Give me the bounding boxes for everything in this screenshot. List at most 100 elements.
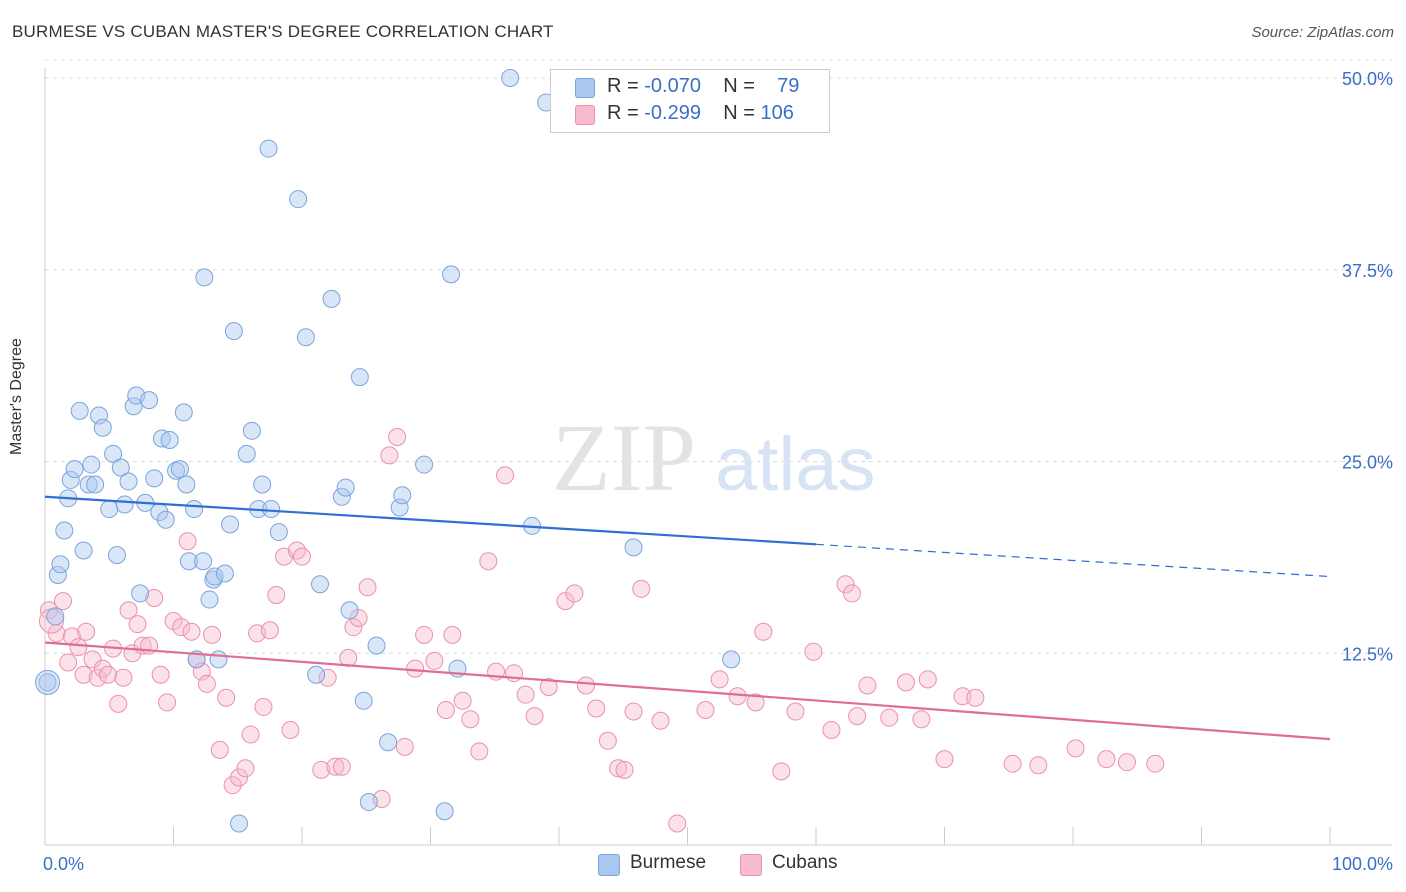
cubans-point (241, 725, 260, 744)
burmese-point (140, 391, 159, 410)
burmese-point (253, 475, 272, 494)
cubans-point (182, 622, 201, 641)
burmese-point (415, 455, 434, 474)
burmese-point (119, 472, 138, 491)
cubans-point (539, 677, 558, 696)
x-tick-label: 100.0% (1332, 854, 1393, 874)
cubans-point (425, 651, 444, 670)
chart-title: BURMESE VS CUBAN MASTER'S DEGREE CORRELA… (12, 22, 554, 41)
burmese-point (177, 475, 196, 494)
burmese-point (115, 495, 134, 514)
gridlines (45, 59, 1392, 845)
cubans-point (896, 673, 915, 692)
cubans-point (236, 759, 255, 778)
legend-swatch-burmese (575, 78, 595, 98)
cubans-point (598, 731, 617, 750)
burmese-point (35, 669, 61, 695)
cubans-point (953, 687, 972, 706)
burmese-point (104, 444, 123, 463)
cubans-point (178, 532, 197, 551)
burmese-point (100, 500, 119, 519)
burmese-point (310, 575, 329, 594)
cubans-point (858, 676, 877, 695)
burmese-point (107, 546, 126, 565)
burmese-point (152, 429, 171, 448)
cubans-point (77, 622, 96, 641)
bottom-legend-label: Burmese (630, 852, 707, 873)
cubans-point (203, 625, 222, 644)
cubans-point (772, 762, 791, 781)
burmese-point (48, 566, 67, 585)
cubans-point (470, 742, 489, 761)
cubans-point (293, 547, 311, 566)
cubans-point (415, 625, 434, 644)
cubans-point (576, 676, 595, 695)
burmese-point (215, 564, 234, 583)
cubans-point (880, 708, 899, 727)
legend-r-label: R = (607, 75, 639, 97)
cubans-point (388, 427, 407, 446)
cubans-point (696, 701, 715, 720)
cubans-point (436, 701, 455, 720)
burmese-point (160, 431, 179, 450)
cubans-point (281, 720, 300, 739)
burmese-trend-extension (815, 543, 1331, 578)
cubans-point (710, 670, 729, 689)
cubans-point (197, 674, 216, 693)
burmese-point (82, 455, 101, 474)
cubans-point (109, 694, 128, 713)
cubans-point (624, 702, 643, 721)
legend-r-value: -0.070 (644, 75, 701, 97)
burmese-point (332, 487, 351, 506)
cubans-point (668, 814, 687, 833)
cubans-point (754, 622, 773, 641)
burmese-point (393, 486, 412, 505)
burmese-point (174, 403, 193, 422)
burmese-point (61, 470, 80, 489)
cubans-point (318, 668, 337, 687)
burmese-point (70, 401, 89, 420)
cubans-point (786, 702, 805, 721)
cubans-point (88, 668, 107, 687)
burmese-point (722, 650, 741, 669)
cubans-point (556, 592, 575, 611)
cubans-point (651, 711, 670, 730)
cubans-point (114, 668, 133, 687)
cubans-point (822, 720, 841, 739)
cubans-point (59, 653, 78, 672)
burmese-point (296, 328, 315, 347)
burmese-point (262, 500, 281, 519)
y-axis-label: Master's Degree (8, 338, 25, 455)
cubans-point (966, 688, 985, 707)
cubans-point (128, 615, 147, 634)
legend-swatch-cubans (575, 105, 595, 125)
legend-r-label: R = (607, 102, 639, 124)
cubans-point (210, 740, 229, 759)
bottom-legend-label: Cubans (772, 852, 838, 873)
cubans-point (217, 688, 236, 707)
trend-lines (44, 495, 1331, 741)
cubans-point (836, 575, 855, 594)
cubans-trend-line (44, 641, 1331, 741)
burmese-point (93, 418, 112, 437)
cubans-point (632, 579, 651, 598)
cubans-point (516, 685, 535, 704)
burmese-point (359, 793, 378, 812)
cubans-point (74, 665, 93, 684)
cubans-point (1117, 753, 1136, 772)
burmese-point (367, 636, 386, 655)
burmese-point (209, 650, 228, 669)
cubans-point (842, 584, 861, 603)
cubans-point (53, 592, 72, 611)
cubans-point (119, 601, 138, 620)
cubans-point (1066, 739, 1085, 758)
legend-n-value: 106 (760, 102, 794, 124)
cubans-point (332, 757, 351, 776)
cubans-point (83, 650, 102, 669)
cubans-point (326, 757, 345, 776)
cubans-point (479, 552, 498, 571)
burmese-point (55, 521, 74, 540)
cubans-point (260, 621, 279, 640)
cubans-points (38, 427, 1165, 833)
burmese-point (200, 590, 219, 609)
